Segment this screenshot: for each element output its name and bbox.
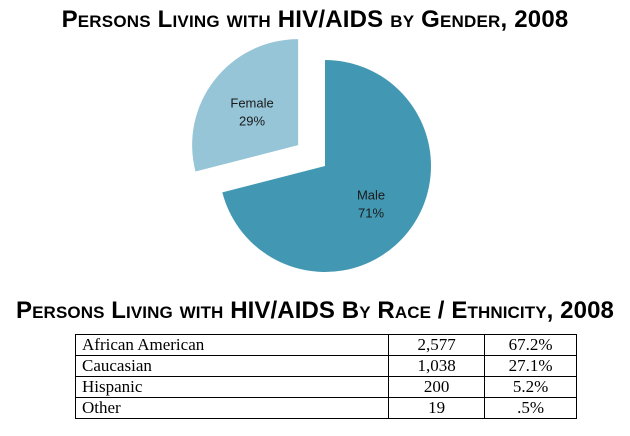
percent-cell: 5.2% (484, 376, 577, 398)
count-cell: 200 (388, 376, 486, 398)
race-group-cell: Other (74, 397, 390, 419)
pie-label-female: Female (230, 95, 273, 110)
count-cell: 2,577 (388, 334, 486, 356)
table-row: African American 2,577 67.2% (74, 334, 577, 356)
percent-cell: 27.1% (484, 355, 577, 377)
pie-slice-male (222, 60, 431, 272)
pie-slice-female (192, 39, 299, 172)
gender-pie-chart: Male 71% Female 29% (192, 39, 431, 272)
race-group-cell: Hispanic (74, 376, 390, 398)
percent-cell: .5% (484, 397, 577, 419)
pie-value-female: 29% (239, 113, 265, 128)
race-table-title: Persons Living with HIV/AIDS By Race / E… (16, 297, 614, 324)
race-group-cell: Caucasian (74, 355, 390, 377)
table-row: Other 19 .5% (74, 397, 577, 419)
count-cell: 19 (388, 397, 486, 419)
pie-value-male: 71% (358, 206, 384, 221)
count-cell: 1,038 (388, 355, 486, 377)
race-group-cell: African American (74, 334, 390, 356)
percent-cell: 67.2% (484, 334, 577, 356)
table-row: Caucasian 1,038 27.1% (74, 355, 577, 377)
table-row: Hispanic 200 5.2% (74, 376, 577, 398)
race-ethnicity-table: African American 2,577 67.2% Caucasian 1… (74, 334, 577, 419)
pie-label-male: Male (357, 188, 385, 203)
gender-chart-title: Persons Living with HIV/AIDS by Gender, … (61, 6, 569, 33)
